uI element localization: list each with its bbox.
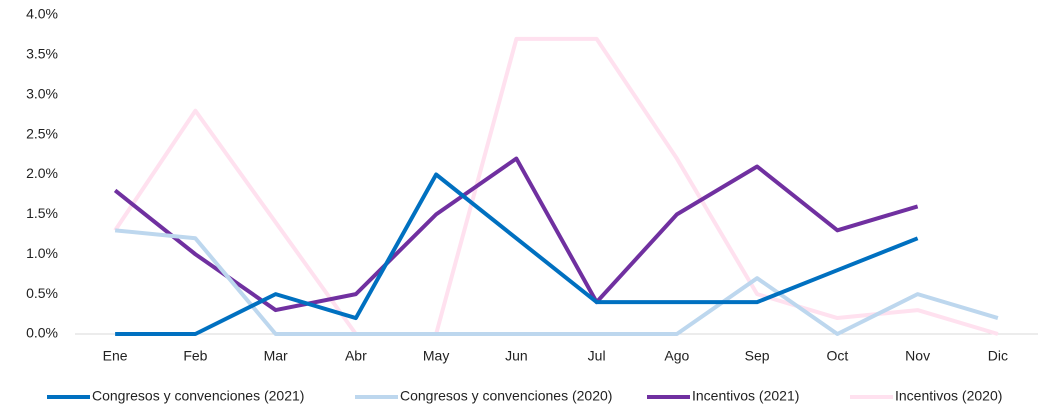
series-line xyxy=(114,228,999,336)
x-tick-label: Jul xyxy=(588,348,606,364)
legend-label: Incentivos (2021) xyxy=(692,388,799,404)
y-tick-label: 0.0% xyxy=(26,325,58,341)
series-line xyxy=(113,156,919,313)
x-tick-label: Feb xyxy=(183,348,207,364)
x-tick-label: Ago xyxy=(664,348,689,364)
y-tick-label: 2.5% xyxy=(26,125,58,141)
x-tick-label: May xyxy=(423,348,449,364)
legend-label: Congresos y convenciones (2020) xyxy=(400,388,612,404)
series-line xyxy=(115,172,919,336)
y-tick-label: 0.5% xyxy=(26,285,58,301)
series-line xyxy=(113,36,999,336)
y-tick-label: 4.0% xyxy=(26,6,58,22)
x-tick-label: Jun xyxy=(505,348,528,364)
legend-label: Incentivos (2020) xyxy=(895,388,1002,404)
x-tick-label: Dic xyxy=(988,348,1008,364)
y-tick-label: 1.0% xyxy=(26,245,58,261)
x-tick-label: Nov xyxy=(905,348,930,364)
legend-label: Congresos y convenciones (2021) xyxy=(92,388,304,404)
y-tick-label: 2.0% xyxy=(26,165,58,181)
y-tick-label: 1.5% xyxy=(26,205,58,221)
x-tick-label: Mar xyxy=(264,348,288,364)
x-tick-label: Ene xyxy=(103,348,128,364)
x-tick-label: Oct xyxy=(826,348,848,364)
y-tick-label: 3.5% xyxy=(26,46,58,62)
x-tick-label: Abr xyxy=(345,348,367,364)
y-tick-label: 3.0% xyxy=(26,85,58,101)
x-tick-label: Sep xyxy=(745,348,770,364)
